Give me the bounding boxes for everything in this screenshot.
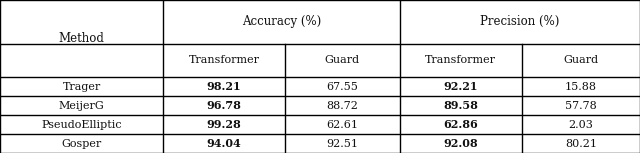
Text: Transformer: Transformer xyxy=(189,55,259,65)
Text: 67.55: 67.55 xyxy=(326,82,358,92)
Text: 92.21: 92.21 xyxy=(444,81,478,92)
Text: 94.04: 94.04 xyxy=(207,138,241,149)
Text: 89.58: 89.58 xyxy=(444,100,478,111)
Text: 62.86: 62.86 xyxy=(444,119,478,130)
Text: 15.88: 15.88 xyxy=(564,82,596,92)
Text: 80.21: 80.21 xyxy=(564,138,596,149)
Text: 57.78: 57.78 xyxy=(565,101,596,111)
Text: 62.61: 62.61 xyxy=(326,120,358,130)
Text: Method: Method xyxy=(59,32,104,45)
Text: Gosper: Gosper xyxy=(61,138,102,149)
Text: MeijerG: MeijerG xyxy=(59,101,104,111)
Text: Trager: Trager xyxy=(63,82,100,92)
Text: 88.72: 88.72 xyxy=(326,101,358,111)
Text: 99.28: 99.28 xyxy=(207,119,241,130)
Text: 98.21: 98.21 xyxy=(207,81,241,92)
Text: 96.78: 96.78 xyxy=(207,100,241,111)
Text: Accuracy (%): Accuracy (%) xyxy=(242,15,321,28)
Text: Guard: Guard xyxy=(563,55,598,65)
Text: Precision (%): Precision (%) xyxy=(480,15,560,28)
Text: PseudoElliptic: PseudoElliptic xyxy=(42,120,122,130)
Text: 92.08: 92.08 xyxy=(444,138,478,149)
Text: Guard: Guard xyxy=(325,55,360,65)
Text: 2.03: 2.03 xyxy=(568,120,593,130)
Text: 92.51: 92.51 xyxy=(326,138,358,149)
Text: Transformer: Transformer xyxy=(426,55,496,65)
